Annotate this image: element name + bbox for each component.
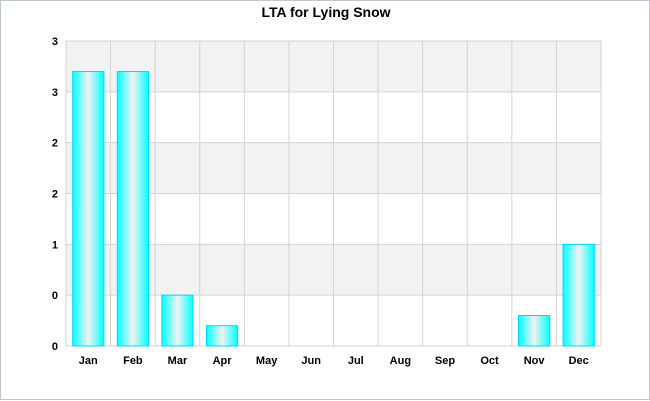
bar-jan bbox=[72, 71, 105, 347]
x-tick-label: Feb bbox=[123, 355, 143, 367]
y-tick-label: 0 bbox=[52, 290, 58, 302]
bar-dec bbox=[562, 243, 595, 347]
x-tick-label: May bbox=[256, 355, 278, 367]
x-tick-label: Apr bbox=[213, 355, 233, 367]
x-axis-tick-labels: Jan Feb Mar Apr May Jun Jul Aug Sep Oct Nov Dec bbox=[79, 355, 589, 367]
bar-series bbox=[72, 71, 595, 347]
y-axis-tick-labels: 0 0 1 2 2 3 3 bbox=[52, 36, 58, 353]
x-tick-label: Aug bbox=[390, 355, 411, 367]
x-tick-label: Oct bbox=[480, 355, 499, 367]
x-tick-label: Jan bbox=[79, 355, 98, 367]
bar-mar bbox=[161, 294, 194, 347]
y-tick-label: 3 bbox=[52, 87, 58, 99]
x-tick-label: Mar bbox=[168, 355, 188, 367]
chart-title: LTA for Lying Snow bbox=[261, 4, 390, 20]
bar-apr bbox=[205, 325, 239, 347]
x-tick-label: Jul bbox=[348, 355, 364, 367]
x-tick-label: Dec bbox=[569, 355, 589, 367]
y-tick-label: 3 bbox=[52, 36, 58, 48]
bar-feb bbox=[116, 71, 149, 347]
y-tick-label: 2 bbox=[52, 189, 58, 201]
y-tick-label: 1 bbox=[52, 239, 58, 251]
bar-nov bbox=[518, 315, 551, 347]
x-tick-label: Jun bbox=[301, 355, 321, 367]
x-tick-label: Nov bbox=[524, 355, 546, 367]
y-tick-label: 0 bbox=[52, 341, 58, 353]
horizontal-gridlines bbox=[66, 40, 601, 347]
x-tick-label: Sep bbox=[435, 355, 455, 367]
y-tick-label: 2 bbox=[52, 138, 58, 150]
